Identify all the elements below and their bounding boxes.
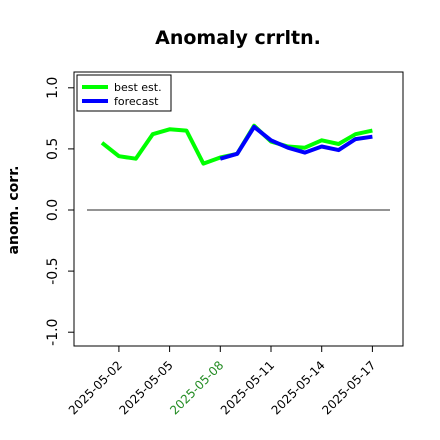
series-line-forecast (219, 124, 373, 161)
y-axis-label: anom. corr. (6, 166, 22, 255)
plot-frame (73, 71, 404, 347)
y-tick-label: 0.0 (45, 199, 61, 221)
y-tick-label: -0.5 (45, 257, 61, 284)
series-line-best-est (100, 123, 373, 166)
y-tick-label: -1.0 (45, 319, 61, 346)
legend-label: best est. (114, 81, 162, 94)
legend-label: forecast (114, 95, 159, 108)
plot-area: -1.0-0.50.00.51.02025-05-022025-05-05202… (45, 71, 404, 417)
chart-title: Anomaly crrltn. (155, 27, 321, 49)
x-tick-label: 2025-05-17 (319, 358, 378, 417)
y-tick-label: 1.0 (45, 77, 61, 99)
y-tick-label: 0.5 (45, 138, 61, 160)
legend-box (76, 74, 172, 112)
